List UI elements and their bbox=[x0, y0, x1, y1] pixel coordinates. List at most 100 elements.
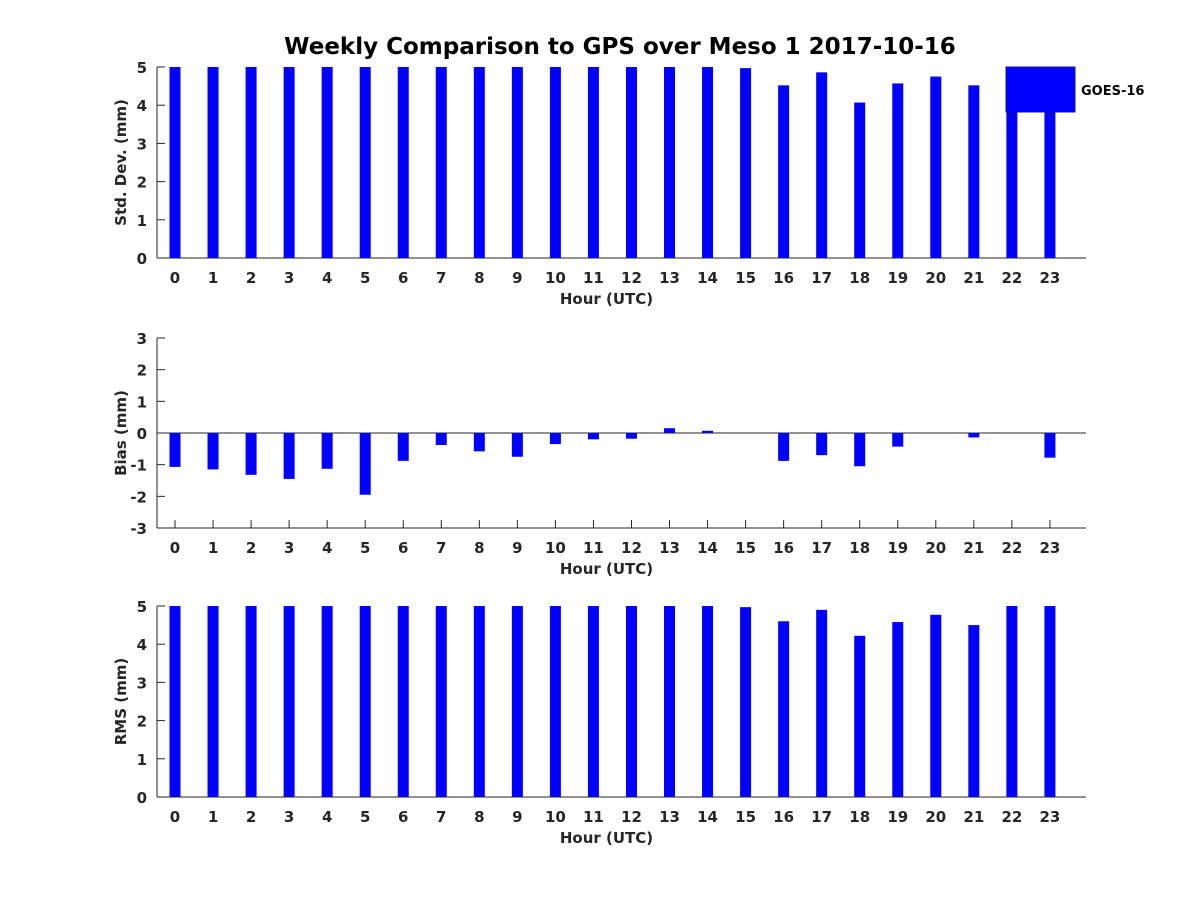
bar bbox=[245, 67, 257, 258]
bar bbox=[816, 433, 828, 456]
bar bbox=[968, 625, 980, 797]
x-tick-label: 2 bbox=[246, 269, 256, 287]
y-tick-label: 0 bbox=[137, 789, 147, 807]
bar bbox=[816, 72, 828, 259]
bar bbox=[169, 67, 181, 258]
x-tick-label: 21 bbox=[963, 808, 984, 826]
y-axis-label: Std. Dev. (mm) bbox=[112, 99, 130, 226]
bar bbox=[816, 609, 828, 797]
x-tick-label: 11 bbox=[583, 808, 604, 826]
x-tick-label: 19 bbox=[887, 269, 908, 287]
legend: GOES-16 bbox=[1005, 66, 1144, 113]
x-tick-label: 2 bbox=[246, 808, 256, 826]
x-tick-label: 17 bbox=[811, 269, 832, 287]
x-tick-label: 18 bbox=[849, 808, 870, 826]
y-axis-label: RMS (mm) bbox=[112, 658, 130, 745]
x-tick-label: 8 bbox=[474, 269, 484, 287]
bar bbox=[435, 606, 447, 797]
x-tick-label: 18 bbox=[849, 269, 870, 287]
x-tick-label: 13 bbox=[659, 269, 680, 287]
x-tick-label: 3 bbox=[284, 269, 294, 287]
x-tick-label: 2 bbox=[246, 539, 256, 557]
x-tick-label: 15 bbox=[735, 808, 756, 826]
bar bbox=[664, 67, 676, 258]
x-tick-label: 10 bbox=[545, 269, 566, 287]
bar bbox=[283, 606, 295, 797]
bar bbox=[702, 606, 714, 797]
x-tick-label: 4 bbox=[322, 808, 332, 826]
bar bbox=[778, 433, 790, 461]
x-tick-label: 21 bbox=[963, 539, 984, 557]
x-tick-label: 12 bbox=[621, 269, 642, 287]
x-tick-label: 8 bbox=[474, 539, 484, 557]
bar bbox=[1044, 606, 1056, 797]
x-axis-label: Hour (UTC) bbox=[560, 290, 653, 308]
x-tick-label: 19 bbox=[887, 808, 908, 826]
bar bbox=[854, 102, 866, 258]
x-tick-label: 19 bbox=[887, 539, 908, 557]
bar bbox=[245, 606, 257, 797]
legend-label: GOES-16 bbox=[1081, 84, 1144, 99]
bar bbox=[321, 606, 333, 797]
bar bbox=[1044, 67, 1056, 258]
x-tick-label: 14 bbox=[697, 808, 718, 826]
x-tick-label: 1 bbox=[208, 808, 218, 826]
bar bbox=[1006, 606, 1018, 797]
bar bbox=[892, 622, 904, 797]
x-axis-label: Hour (UTC) bbox=[560, 829, 653, 847]
x-tick-label: 11 bbox=[583, 269, 604, 287]
x-tick-label: 17 bbox=[811, 539, 832, 557]
bar bbox=[854, 635, 866, 797]
y-tick-label: -1 bbox=[130, 457, 147, 475]
y-tick-label: 0 bbox=[137, 425, 147, 443]
x-tick-label: 23 bbox=[1039, 269, 1060, 287]
x-tick-label: 10 bbox=[545, 808, 566, 826]
y-tick-label: 2 bbox=[137, 362, 147, 380]
x-tick-label: 22 bbox=[1001, 539, 1022, 557]
bar bbox=[625, 433, 637, 439]
y-tick-label: 3 bbox=[137, 674, 147, 692]
x-tick-label: 0 bbox=[170, 808, 180, 826]
x-tick-label: 7 bbox=[436, 808, 446, 826]
bar bbox=[892, 433, 904, 447]
y-tick-label: 4 bbox=[137, 636, 147, 654]
bar bbox=[930, 76, 942, 258]
bar bbox=[930, 614, 942, 797]
x-tick-label: 13 bbox=[659, 808, 680, 826]
bar bbox=[968, 85, 980, 258]
y-tick-label: 4 bbox=[137, 97, 147, 115]
bar bbox=[1044, 433, 1056, 458]
y-tick-label: -3 bbox=[130, 520, 147, 538]
y-tick-label: 3 bbox=[137, 135, 147, 153]
x-tick-label: 23 bbox=[1039, 539, 1060, 557]
bar bbox=[702, 67, 714, 258]
y-tick-label: 1 bbox=[137, 393, 147, 411]
bar bbox=[321, 433, 333, 469]
y-tick-label: 5 bbox=[137, 598, 147, 616]
x-tick-label: 5 bbox=[360, 808, 370, 826]
x-tick-label: 20 bbox=[925, 539, 946, 557]
x-tick-label: 0 bbox=[170, 539, 180, 557]
bar bbox=[664, 428, 676, 433]
bar bbox=[625, 606, 637, 797]
x-tick-label: 6 bbox=[398, 269, 408, 287]
figure-title: Weekly Comparison to GPS over Meso 1 201… bbox=[284, 34, 956, 60]
legend-swatch bbox=[1006, 67, 1075, 112]
bar bbox=[549, 606, 561, 797]
bar bbox=[169, 433, 181, 467]
x-tick-label: 11 bbox=[583, 539, 604, 557]
bar bbox=[473, 433, 485, 452]
x-tick-label: 15 bbox=[735, 539, 756, 557]
x-tick-label: 21 bbox=[963, 269, 984, 287]
x-tick-label: 6 bbox=[398, 539, 408, 557]
x-tick-label: 9 bbox=[512, 808, 522, 826]
x-tick-label: 7 bbox=[436, 539, 446, 557]
y-tick-label: 2 bbox=[137, 713, 147, 731]
x-tick-label: 12 bbox=[621, 808, 642, 826]
